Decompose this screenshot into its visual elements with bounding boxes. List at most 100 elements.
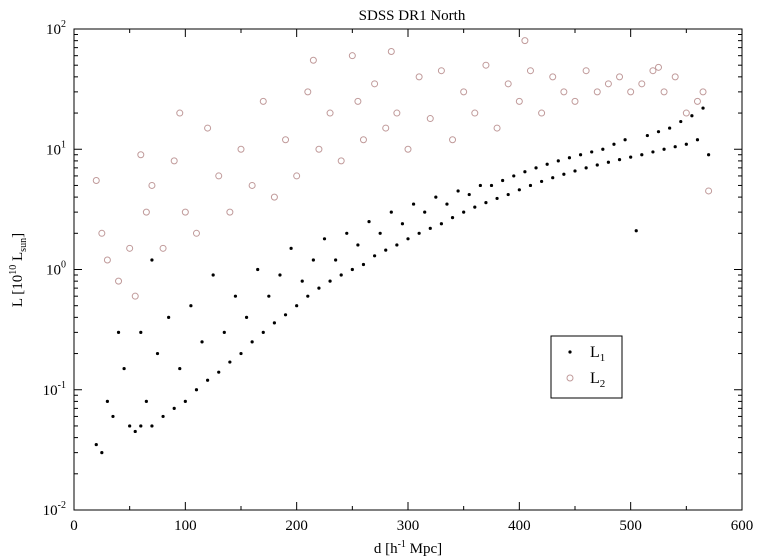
data-point-l2 xyxy=(660,88,668,96)
data-point-l1 xyxy=(356,243,360,247)
data-point-l1 xyxy=(345,231,349,235)
data-point-l1 xyxy=(378,231,382,235)
data-point-l2 xyxy=(604,80,612,88)
data-point-l2 xyxy=(393,109,401,117)
data-point-l1 xyxy=(590,150,594,154)
data-point-l2 xyxy=(270,193,278,201)
data-point-l2 xyxy=(92,176,100,184)
data-point-l2 xyxy=(115,277,123,285)
data-point-l2 xyxy=(304,88,312,96)
data-point-l1 xyxy=(428,226,432,230)
data-point-l1 xyxy=(283,313,288,317)
data-point-l1 xyxy=(122,366,126,371)
data-point-l2 xyxy=(131,292,139,300)
data-point-l1 xyxy=(523,170,527,174)
y-tick-label: 10-2 xyxy=(43,500,66,519)
y-tick-label: 102 xyxy=(46,19,66,38)
data-point-l1 xyxy=(317,286,321,290)
data-point-l1 xyxy=(94,442,98,447)
data-point-l2 xyxy=(404,145,412,153)
data-point-l1 xyxy=(133,429,137,434)
data-point-l2 xyxy=(142,208,150,216)
data-point-l1 xyxy=(506,192,510,197)
data-point-l1 xyxy=(445,202,449,206)
data-point-l1 xyxy=(651,150,655,154)
data-point-l1 xyxy=(217,370,221,374)
chart-title: SDSS DR1 North xyxy=(359,8,466,24)
data-point-l2 xyxy=(671,73,679,81)
data-point-l2 xyxy=(170,157,178,165)
data-point-l1 xyxy=(100,451,104,455)
data-point-l1 xyxy=(645,133,649,138)
data-point-l1 xyxy=(161,414,165,419)
data-point-l1 xyxy=(139,424,143,428)
data-point-l1 xyxy=(373,254,377,258)
x-axis-title: d [h-1 Mpc] xyxy=(374,539,442,557)
data-point-l1 xyxy=(707,153,711,157)
data-point-l1 xyxy=(228,360,232,364)
legend-box xyxy=(550,335,623,399)
legend-label-l1: L1 xyxy=(590,344,605,364)
data-point-l2 xyxy=(137,151,145,159)
data-point-l2 xyxy=(582,67,590,75)
data-point-l1 xyxy=(239,351,243,356)
data-point-l1 xyxy=(512,174,516,178)
data-point-l1 xyxy=(489,183,494,188)
data-point-l1 xyxy=(434,195,438,199)
data-point-l2 xyxy=(387,47,395,55)
data-point-l2 xyxy=(699,88,707,96)
data-point-l2 xyxy=(415,73,423,81)
data-point-l1 xyxy=(206,378,210,382)
data-point-l1 xyxy=(150,424,154,428)
legend-marker-l2 xyxy=(566,374,574,382)
data-point-l1 xyxy=(194,388,199,392)
legend: L1 L2 xyxy=(550,335,623,399)
data-point-l2 xyxy=(471,109,479,117)
data-point-l2 xyxy=(693,97,701,105)
data-point-l1 xyxy=(478,183,482,188)
data-point-l2 xyxy=(348,52,356,60)
data-point-l2 xyxy=(215,172,223,180)
x-axis-ticks: 0 100 200 300 400 500 600 xyxy=(70,29,753,534)
data-point-l2 xyxy=(616,73,624,81)
data-point-l2 xyxy=(226,208,234,216)
data-point-l1 xyxy=(662,147,666,151)
data-point-l1 xyxy=(300,279,304,283)
data-point-l2 xyxy=(382,124,390,132)
data-point-l1 xyxy=(540,179,544,184)
data-point-l1 xyxy=(534,166,538,170)
data-point-l1 xyxy=(272,321,276,325)
data-point-l1 xyxy=(567,156,572,160)
data-point-l1 xyxy=(350,267,354,272)
data-point-l1 xyxy=(328,279,332,283)
data-point-l1 xyxy=(233,294,238,298)
data-point-l1 xyxy=(578,153,583,157)
data-point-l1 xyxy=(250,340,254,344)
x-tick-label: 0 xyxy=(70,518,78,534)
x-tick-label: 500 xyxy=(619,518,642,534)
data-point-l2 xyxy=(126,244,134,252)
data-point-l1 xyxy=(606,160,611,164)
data-point-l2 xyxy=(493,124,501,132)
data-point-l1 xyxy=(116,330,121,334)
data-point-l2 xyxy=(449,136,457,144)
data-point-l2 xyxy=(593,88,601,96)
data-point-l1 xyxy=(473,205,477,209)
data-point-l1 xyxy=(150,258,154,262)
data-point-l2 xyxy=(437,67,445,75)
data-point-l2 xyxy=(359,136,367,144)
data-point-l1 xyxy=(267,294,271,298)
data-point-l1 xyxy=(601,147,605,151)
data-point-l1 xyxy=(556,159,560,163)
data-point-l1 xyxy=(278,273,282,277)
data-point-l1 xyxy=(462,210,466,214)
data-point-l1 xyxy=(183,399,187,404)
data-point-l1 xyxy=(495,196,499,201)
data-point-l1 xyxy=(551,176,555,180)
x-tick-label: 400 xyxy=(508,518,531,534)
data-point-l2 xyxy=(705,187,713,195)
data-point-l2 xyxy=(627,88,635,96)
data-point-l1 xyxy=(389,210,393,214)
data-point-l1 xyxy=(423,210,427,214)
data-point-l1 xyxy=(189,304,193,308)
